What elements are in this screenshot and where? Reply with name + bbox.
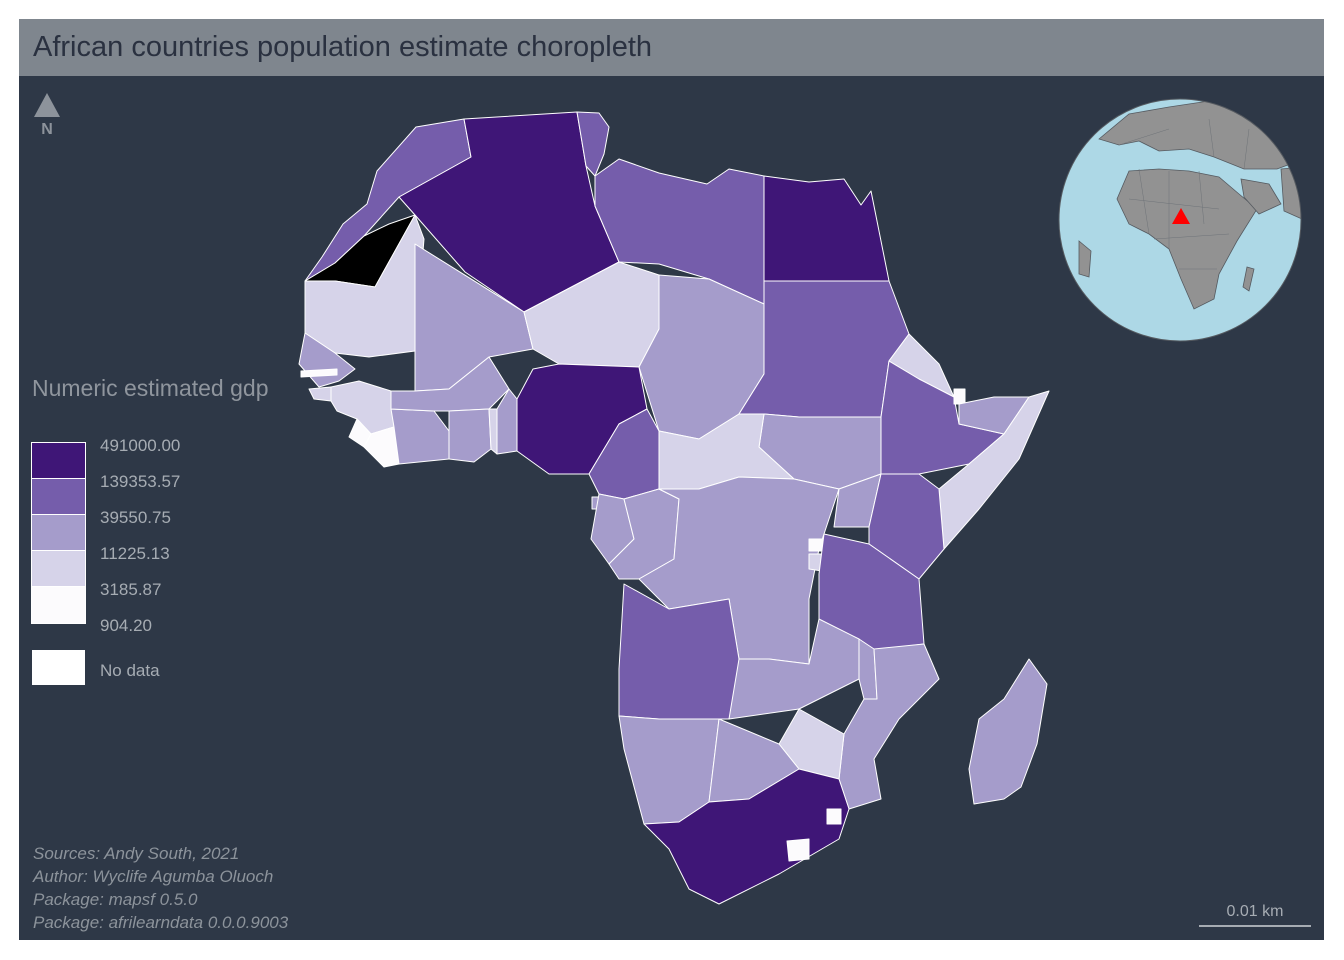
legend-no-data-box xyxy=(32,650,85,685)
legend-break-label: 39550.75 xyxy=(100,508,171,527)
title-bar: African countries population estimate ch… xyxy=(19,19,1324,76)
scale-line xyxy=(1199,925,1311,927)
legend-no-data-label: No data xyxy=(100,661,160,680)
legend-title: Numeric estimated gdp xyxy=(32,375,269,401)
scale-bar: 0.01 km xyxy=(1199,901,1311,931)
credit-line: Package: mapsf 0.5.0 xyxy=(33,890,198,909)
country-mozambique xyxy=(838,643,940,810)
credit-line: Author: Wyclife Agumba Oluoch xyxy=(33,867,274,886)
legend-break-label: 491000.00 xyxy=(100,436,181,455)
legend-color-box xyxy=(31,514,86,552)
country-benin xyxy=(496,388,518,455)
country-kenya xyxy=(868,473,945,580)
africa-map xyxy=(298,111,1050,905)
north-label: N xyxy=(41,121,53,138)
north-arrow: N xyxy=(31,91,63,143)
country-egypt xyxy=(763,175,890,282)
country-djibouti xyxy=(953,388,966,405)
legend-color-box xyxy=(31,442,86,480)
country-madagascar xyxy=(968,658,1048,805)
country-ghana xyxy=(448,408,492,463)
legend-break-label: 139353.57 xyxy=(100,472,181,491)
legend-color-box xyxy=(31,550,86,588)
country-south-africa xyxy=(643,768,850,905)
scale-label: 0.01 km xyxy=(1226,903,1284,920)
country-gambia xyxy=(300,368,338,378)
legend-break-label: 3185.87 xyxy=(100,580,162,599)
country-mauritania xyxy=(304,214,425,358)
legend: Numeric estimated gdp 491000.00 139353.5… xyxy=(31,375,322,685)
map-title: African countries population estimate ch… xyxy=(33,31,653,63)
map-frame: African countries population estimate ch… xyxy=(19,19,1324,940)
country-tunisia xyxy=(576,111,610,177)
legend-color-box xyxy=(31,478,86,516)
north-arrow-icon xyxy=(34,93,60,117)
credits: Sources: Andy South, 2021 Author: Wyclif… xyxy=(33,842,288,934)
credit-line: Package: afrilearndata 0.0.0.9003 xyxy=(33,913,289,932)
legend-break-label: 11225.13 xyxy=(100,544,170,563)
legend-color-box xyxy=(31,586,86,624)
legend-break-label: 904.20 xyxy=(100,616,152,635)
country-eswatini xyxy=(826,808,842,825)
country-lesotho xyxy=(786,838,810,862)
country-cote-divoire xyxy=(390,408,450,465)
credit-line: Sources: Andy South, 2021 xyxy=(33,844,240,863)
